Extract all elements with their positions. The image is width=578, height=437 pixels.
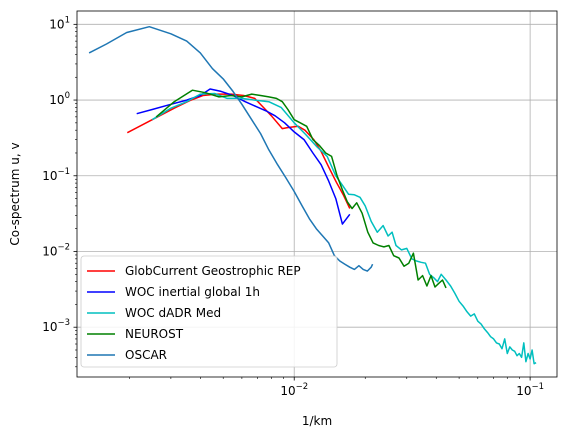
y-tick-label: 10−2	[42, 242, 70, 258]
y-tick-label: 100	[49, 91, 70, 107]
series-line-globcurrent-geostrophic-rep	[126, 93, 351, 209]
legend: GlobCurrent Geostrophic REP WOC inertial …	[80, 255, 338, 368]
x-tick-label: 10−2	[280, 382, 308, 398]
x-axis-ticks: 10−2 10−1	[129, 377, 544, 398]
legend-label: GlobCurrent Geostrophic REP	[125, 264, 301, 278]
series-line-woc-dadr-med	[151, 92, 537, 365]
y-axis-ticks: 101 100 10−1 10−2 10−3	[42, 15, 77, 368]
y-tick-label: 101	[49, 15, 70, 31]
series-line-oscar	[88, 25, 374, 272]
legend-label: NEUROST	[125, 327, 184, 341]
legend-box	[80, 255, 338, 368]
y-tick-label: 10−3	[42, 318, 70, 334]
y-tick-label: 10−1	[42, 167, 70, 183]
y-axis-label: Co-spectrum u, v	[8, 142, 22, 245]
legend-label: OSCAR	[125, 348, 167, 362]
legend-label: WOC inertial global 1h	[125, 285, 260, 299]
x-axis-label: 1/km	[302, 414, 332, 428]
plot-area	[88, 25, 537, 365]
series-line-neurost	[155, 89, 447, 289]
x-tick-label: 10−1	[516, 382, 544, 398]
plot-frame	[76, 10, 558, 378]
legend-label: WOC dADR Med	[125, 306, 221, 320]
